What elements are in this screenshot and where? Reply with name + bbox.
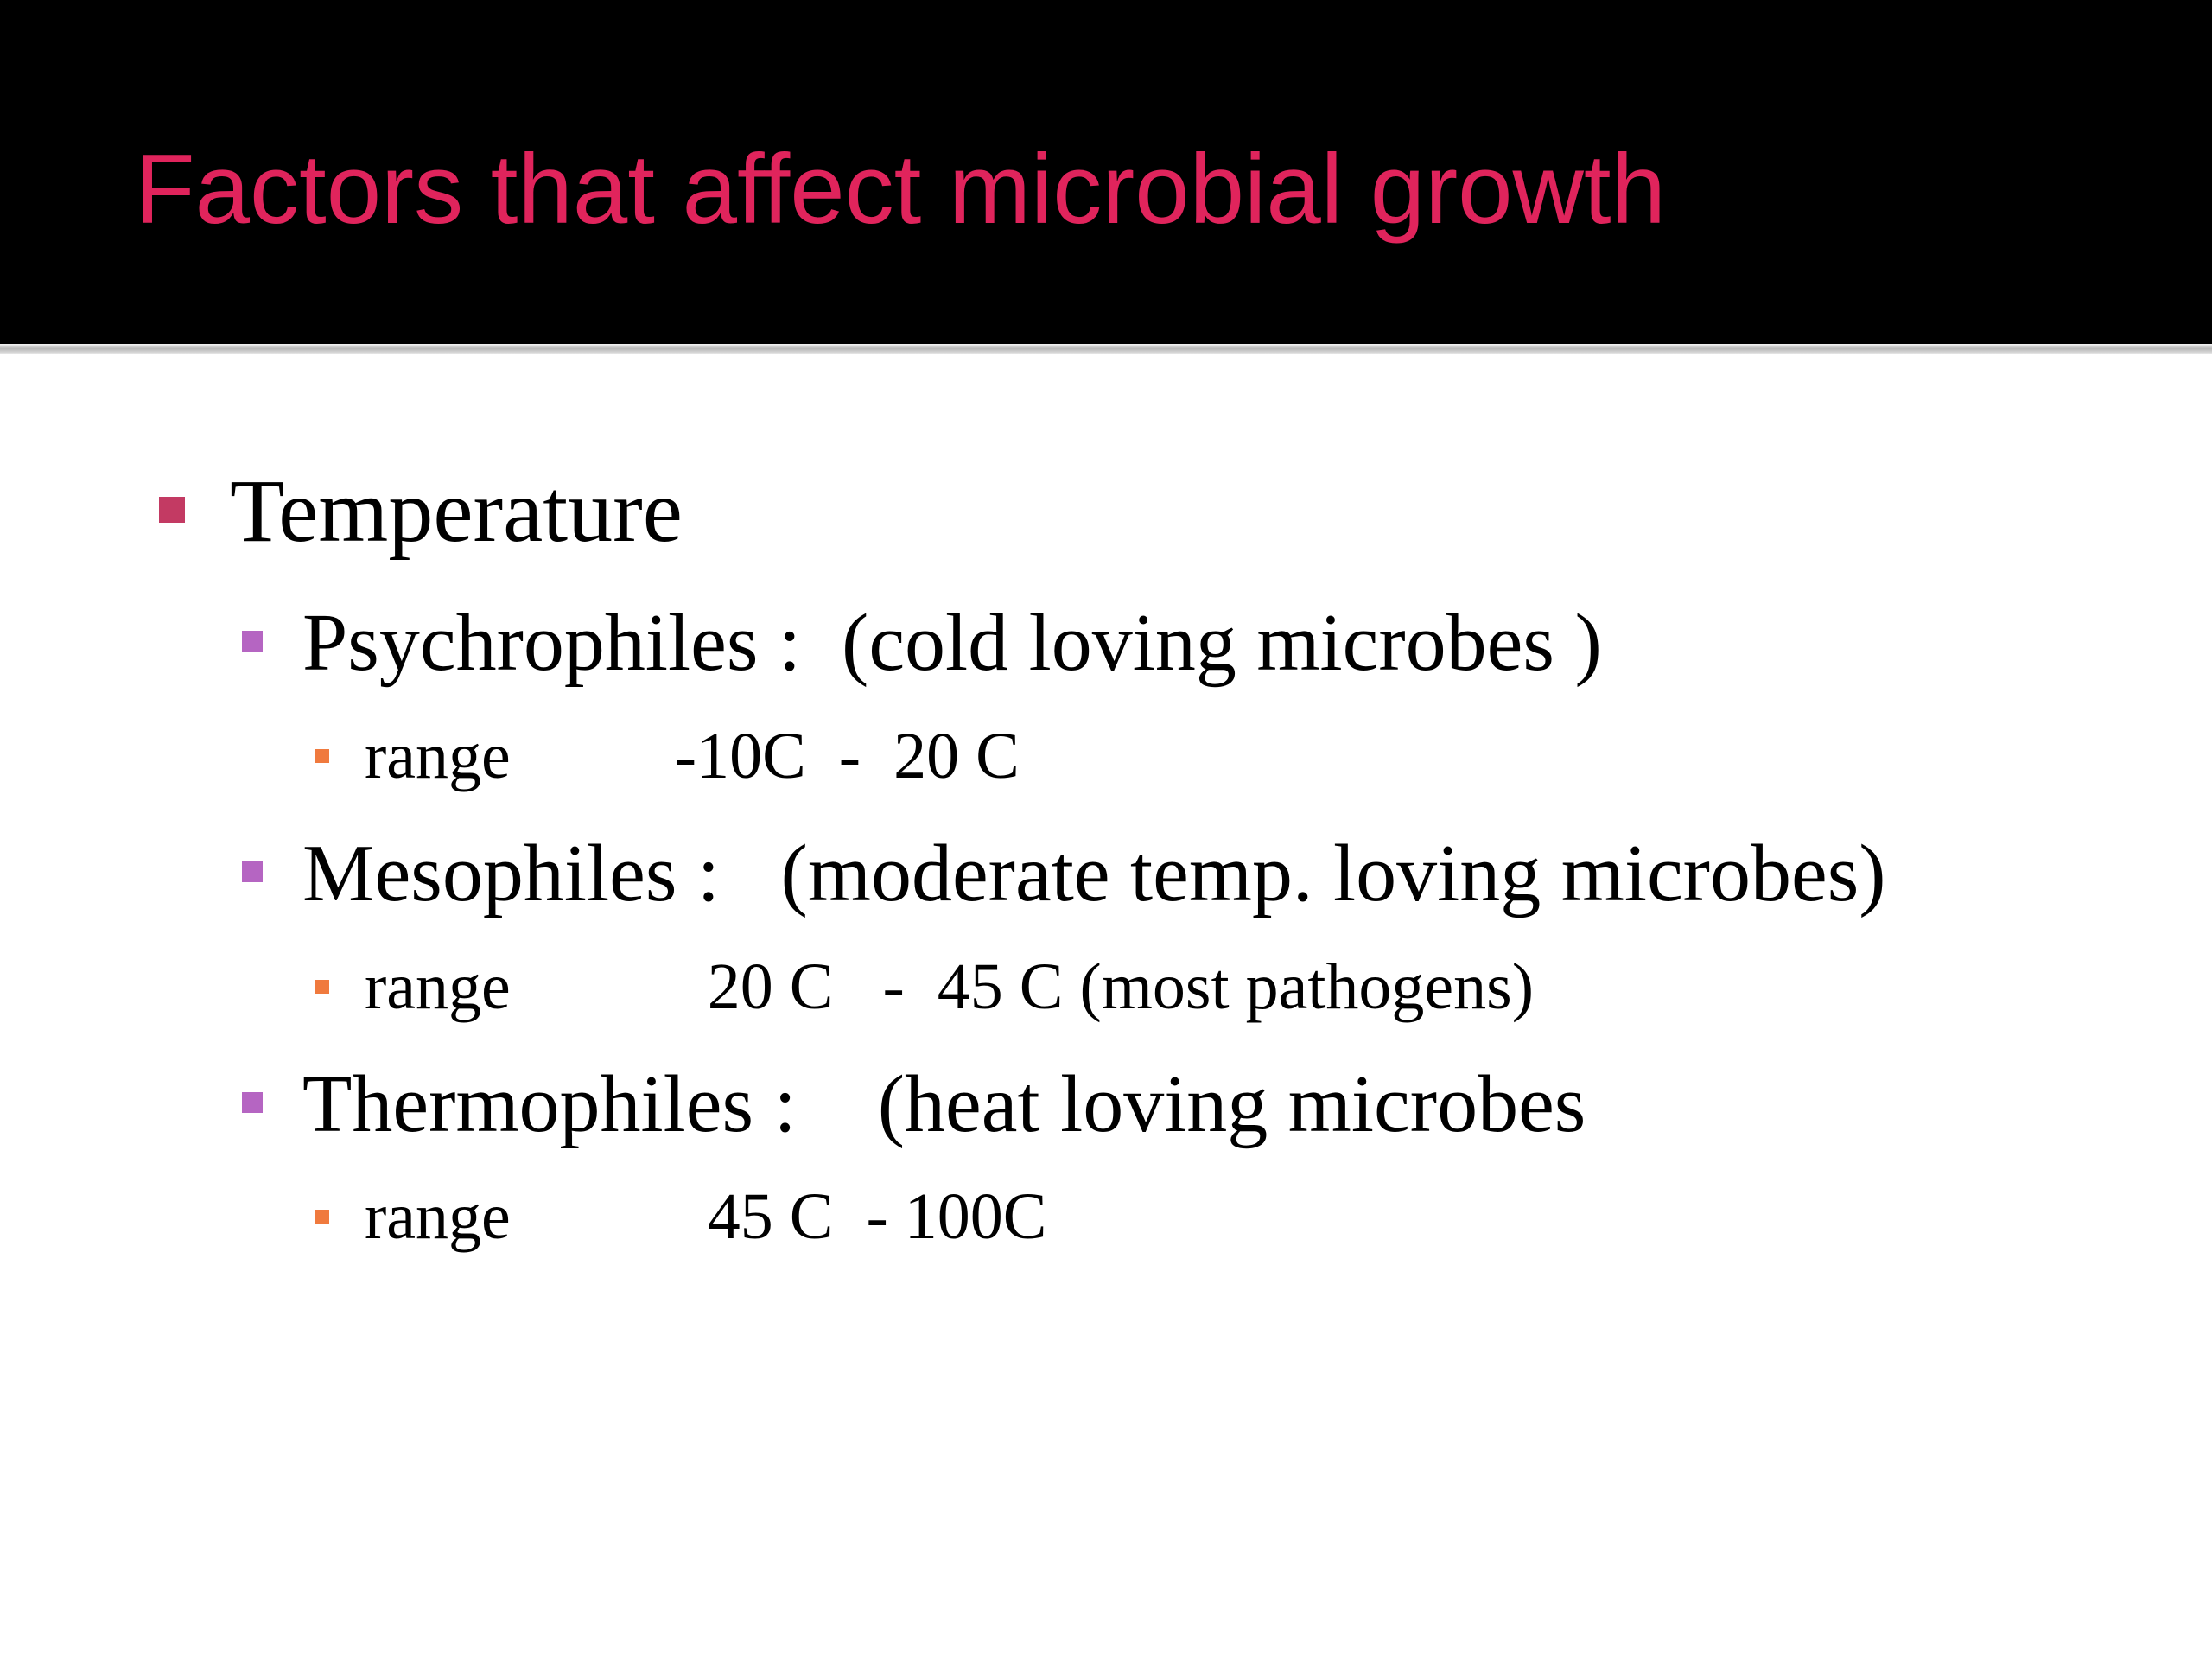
level3-square-bullet-icon xyxy=(315,980,329,994)
title-divider xyxy=(0,344,2212,354)
bullet-thermophiles: Thermophiles : (heat loving microbes xyxy=(302,1059,1586,1149)
bullet-mesophiles-range: range 20 C - 45 C (most pathogens) xyxy=(365,950,1535,1023)
level2-square-bullet-icon xyxy=(242,861,263,882)
level3-square-bullet-icon xyxy=(315,749,329,763)
title-band xyxy=(0,0,2212,344)
level2-square-bullet-icon xyxy=(242,1092,263,1113)
bullet-psychrophiles: Psychrophiles : (cold loving microbes ) xyxy=(302,598,1602,688)
bullet-thermophiles-range: range 45 C - 100C xyxy=(365,1180,1047,1253)
bullet-psychrophiles-range: range -10C - 20 C xyxy=(365,720,1020,792)
bullet-temperature: Temperature xyxy=(230,461,683,561)
level3-square-bullet-icon xyxy=(315,1210,329,1224)
level1-square-bullet-icon xyxy=(159,497,185,523)
level2-square-bullet-icon xyxy=(242,631,263,652)
slide-title: Factors that affect microbial growth xyxy=(135,135,1666,245)
bullet-mesophiles: Mesophiles : (moderate temp. loving micr… xyxy=(302,829,1886,918)
